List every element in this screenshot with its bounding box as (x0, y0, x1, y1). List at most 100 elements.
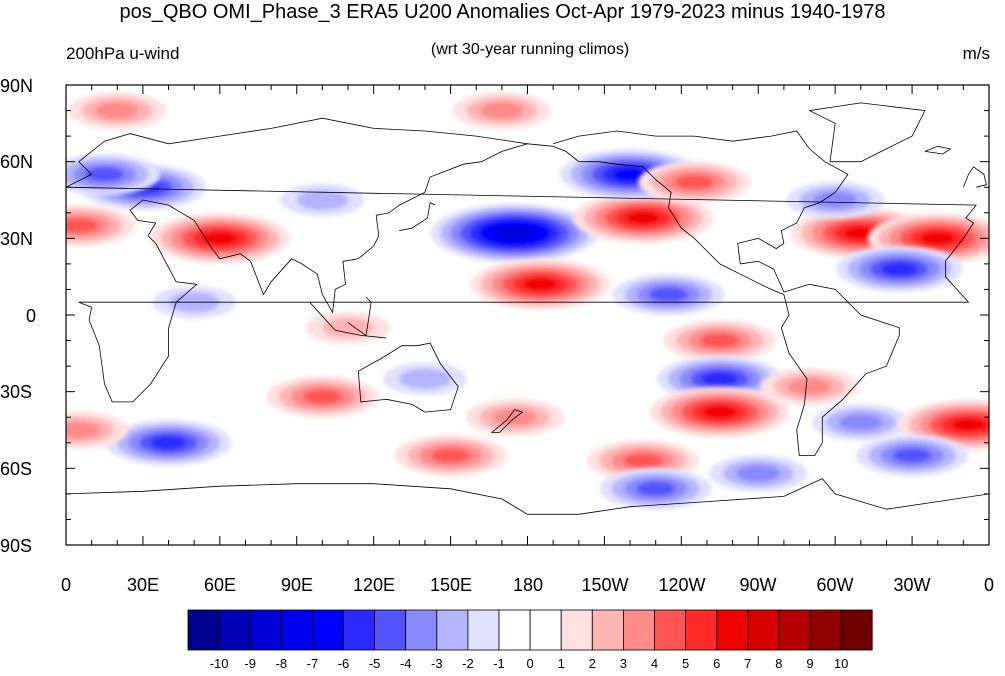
lon-label-120e: 120E (352, 575, 396, 595)
anomaly-center-7 (430, 203, 599, 263)
anomaly-center-16 (612, 273, 725, 316)
anomaly-contour (492, 408, 537, 426)
lon-label-180: 180 (512, 575, 544, 595)
anomaly-center-29 (394, 434, 507, 477)
colorbar-label: -7 (306, 656, 319, 671)
anomaly-contour (66, 218, 99, 233)
colorbar-label: 9 (806, 656, 814, 671)
colorbar-swatch (560, 609, 593, 651)
anomaly-center-0 (68, 91, 167, 130)
center-subtitle: (wrt 30-year running climos) (430, 41, 630, 58)
anomaly-center-5 (66, 153, 161, 196)
anomaly-center-3 (149, 213, 290, 264)
anomaly-center-1 (452, 91, 551, 130)
units-label: m/s (962, 44, 990, 63)
coastline-segment (347, 296, 372, 337)
lon-label-0: 0 (60, 575, 71, 595)
colorbar-swatch (467, 609, 500, 651)
colorbar-label: 8 (775, 656, 783, 671)
colorbar-swatch (498, 609, 531, 651)
colorbar-label: 7 (744, 656, 752, 671)
coastline-segment (399, 202, 436, 232)
colorbar-label: -5 (368, 656, 381, 671)
colorbar-label: 4 (650, 656, 659, 671)
lat-label-60s: 60S (0, 459, 33, 479)
anomaly-contour (839, 414, 883, 431)
lon-label-150e: 150E (429, 575, 473, 595)
anomaly-center-27 (382, 362, 467, 396)
lon-label-60e: 60E (203, 575, 237, 595)
colorbar-label: -4 (399, 656, 412, 671)
colorbar-swatch (747, 609, 780, 651)
coastline-segment (66, 117, 528, 188)
anomaly-center-32 (709, 454, 808, 493)
colorbar-label: -10 (209, 656, 229, 671)
anomaly-contour (202, 232, 237, 245)
colorbar-swatch (405, 609, 438, 651)
lat-label-90n: 90N (0, 76, 34, 96)
plot-title: pos_QBO OMI_Phase_3 ERA5 U200 Anomalies … (119, 1, 886, 23)
anomaly-center-9 (572, 192, 713, 244)
anomaly-contour (636, 481, 676, 497)
anomaly-center-23 (856, 434, 969, 477)
anomaly-contour (787, 378, 832, 395)
anomaly-center-20 (760, 367, 859, 406)
colorbar-label: -8 (275, 656, 288, 671)
anomaly-contour (95, 102, 140, 119)
anomaly-contour (700, 333, 740, 348)
anomaly-center-19 (649, 386, 790, 438)
lon-label-0-east: 0 (983, 575, 994, 595)
anomaly-center-34 (306, 311, 391, 345)
colorbar-swatch (623, 609, 655, 651)
colorbar-label: 3 (619, 656, 627, 671)
anomaly-contour (892, 448, 932, 463)
anomaly-center-14 (836, 246, 963, 292)
anomaly-contour (881, 262, 918, 276)
coastlines (66, 102, 989, 515)
colorbar-label: 0 (526, 656, 534, 671)
colorbar-label: -6 (337, 656, 350, 671)
variable-label: 200hPa u-wind (66, 44, 180, 63)
lon-label-90w: 90W (739, 575, 777, 595)
coastline-segment (309, 301, 387, 339)
anomaly-center-21 (811, 403, 910, 441)
colorbar-swatch (436, 609, 469, 651)
colorbar-label: 6 (713, 656, 721, 671)
colorbar-label: 5 (681, 656, 690, 671)
lat-label-90s: 90S (0, 536, 33, 556)
colorbar-label: 1 (557, 656, 565, 671)
colorbar-swatch (529, 609, 562, 651)
anomaly-contour (322, 317, 374, 338)
lon-label-90e: 90E (280, 575, 314, 595)
colorbar-label: 10 (833, 656, 849, 671)
anomaly-contour (702, 406, 737, 419)
anomaly-contour (625, 211, 660, 224)
anomaly-center-25 (66, 411, 128, 449)
coastline-segment (66, 478, 989, 515)
anomaly-contour (499, 227, 531, 239)
anomaly-contour (523, 278, 558, 291)
anomaly-contour (951, 418, 986, 431)
anomaly-center-6 (280, 183, 365, 217)
coastline-segment (357, 342, 459, 413)
anomaly-contour (84, 167, 124, 182)
lon-label-120w: 120W (658, 575, 706, 595)
colorbar-label: -1 (493, 656, 505, 671)
colorbar-label: -9 (244, 656, 256, 671)
coastline-segment (66, 143, 978, 403)
colorbar-swatch (685, 609, 718, 651)
colorbar-swatch (311, 609, 344, 651)
lon-label-60w: 60W (816, 575, 854, 595)
lon-label-30e: 30E (126, 575, 160, 595)
anomaly-contour (701, 372, 738, 386)
anomaly-contour (150, 436, 187, 450)
anomaly-center-26 (266, 375, 379, 418)
colorbar-label: -2 (462, 656, 474, 671)
coastline-segment (808, 102, 926, 163)
anomaly-contour (623, 453, 663, 468)
anomaly-contour (813, 191, 857, 209)
coastline-segment (491, 409, 524, 434)
colorbar (187, 609, 873, 651)
colorbar-swatch (218, 609, 251, 651)
